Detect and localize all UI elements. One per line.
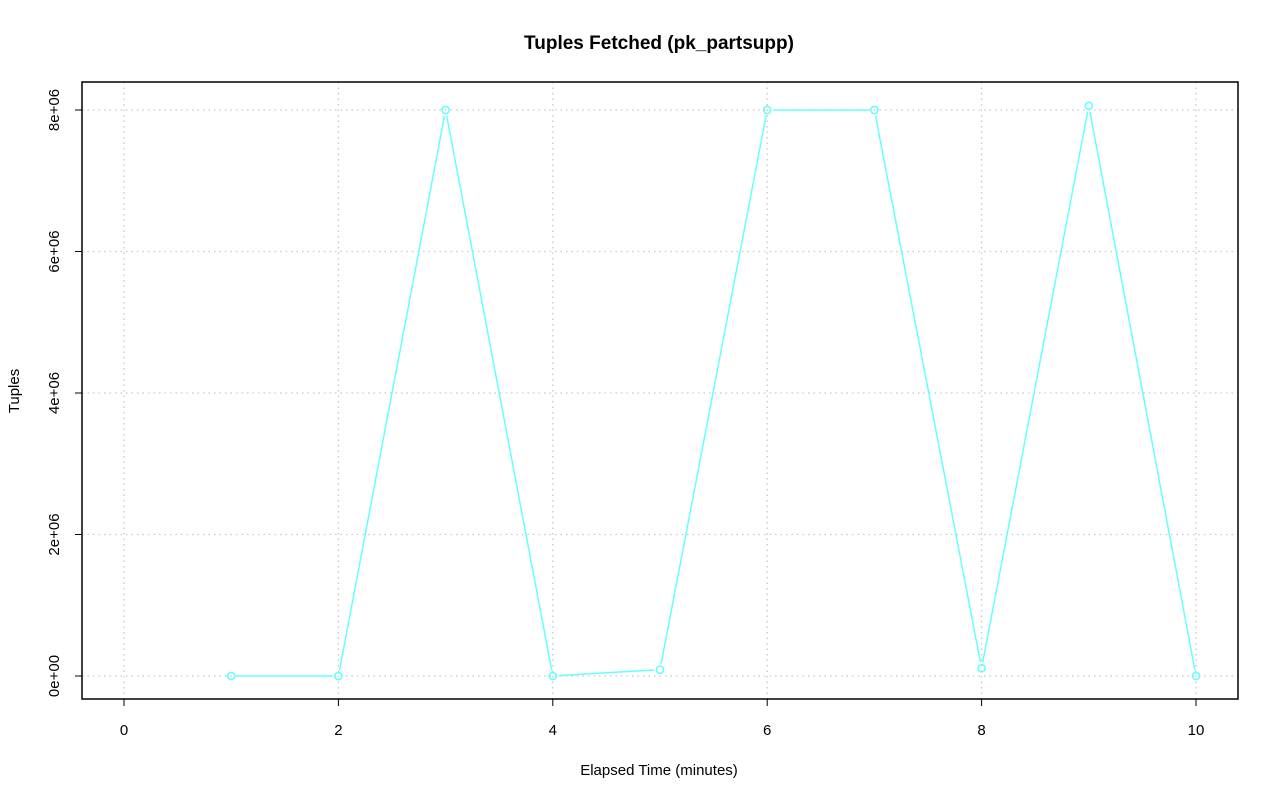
series-line-segment bbox=[1089, 111, 1196, 671]
gridlines bbox=[82, 82, 1238, 699]
data-point bbox=[870, 105, 879, 115]
x-tick-label: 8 bbox=[977, 722, 985, 739]
x-tick-label: 4 bbox=[549, 722, 557, 739]
data-point bbox=[762, 105, 772, 115]
x-axis-label: Elapsed Time (minutes) bbox=[580, 762, 738, 779]
data-point bbox=[977, 663, 986, 673]
y-tick-label: 4e+06 bbox=[46, 372, 63, 414]
data-point bbox=[333, 671, 343, 681]
y-tick-label: 0e+00 bbox=[46, 655, 63, 697]
y-tick-label: 2e+06 bbox=[46, 513, 63, 555]
series-line-segment bbox=[445, 115, 553, 671]
series-line-segment bbox=[874, 115, 982, 663]
x-tick-label: 2 bbox=[334, 722, 342, 739]
x-tick-label: 0 bbox=[120, 722, 128, 739]
x-tick-label: 6 bbox=[763, 722, 771, 739]
y-axis-label: Tuples bbox=[6, 369, 23, 413]
series-line-segment bbox=[338, 115, 446, 671]
series-line-segment bbox=[981, 111, 1089, 663]
data-point bbox=[655, 665, 665, 675]
data-point bbox=[226, 671, 236, 681]
series-line-segment bbox=[660, 115, 767, 664]
data-series bbox=[226, 101, 1201, 681]
y-tick-label: 6e+06 bbox=[46, 230, 63, 272]
y-axis: 0e+00 2e+06 4e+06 6e+06 8e+06 bbox=[46, 89, 82, 697]
data-point bbox=[548, 671, 558, 681]
x-tick-label: 10 bbox=[1188, 722, 1205, 739]
y-tick-label: 8e+06 bbox=[46, 89, 63, 131]
plot-frame bbox=[81, 81, 1239, 700]
x-axis: 0 2 4 6 8 10 bbox=[120, 699, 1205, 739]
data-point bbox=[1084, 101, 1094, 111]
data-point bbox=[441, 105, 450, 115]
series-line-segment bbox=[558, 669, 655, 677]
data-point bbox=[1191, 671, 1201, 681]
chart-title: Tuples Fetched (pk_partsupp) bbox=[524, 33, 794, 54]
